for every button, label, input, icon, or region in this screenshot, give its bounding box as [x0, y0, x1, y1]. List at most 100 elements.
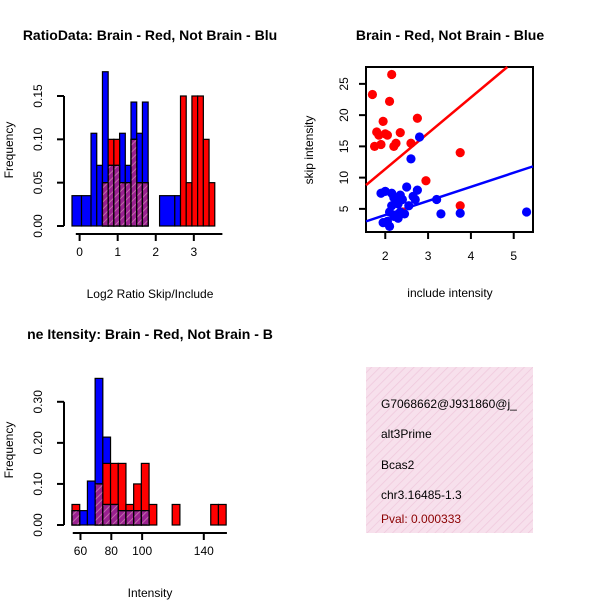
y-tick-label: 20	[337, 108, 351, 122]
point-brain	[412, 113, 422, 123]
bar-brain	[185, 182, 193, 227]
y-tick-label: 0.15	[31, 84, 45, 108]
scatter-ylabel: skip intensity	[302, 116, 316, 185]
point-not-brain	[404, 201, 414, 211]
fit-line-red	[365, 66, 509, 187]
point-brain	[376, 139, 386, 150]
bar-not-brain	[174, 195, 182, 227]
bar-not-brain	[90, 132, 98, 227]
point-not-brain	[455, 208, 465, 218]
scatter-xlabel: include intensity	[407, 286, 492, 300]
point-not-brain	[397, 194, 407, 205]
bar-brain	[217, 503, 227, 526]
bar-overlap-hatch	[136, 182, 144, 227]
bar-overlap-hatch	[125, 510, 135, 526]
point-brain	[382, 130, 393, 140]
bar-brain	[210, 503, 220, 526]
bar-brain	[179, 95, 187, 227]
ratio-ylabel: Frequency	[2, 122, 16, 179]
x-tick-label: 2	[382, 249, 389, 263]
intensity-ylabel: Frequency	[2, 422, 16, 479]
scatter-points	[367, 69, 532, 231]
y-tick-label: 0.20	[31, 431, 45, 455]
info-junction-id: G7068662@J931860@j_	[381, 397, 517, 411]
point-not-brain	[406, 154, 416, 164]
point-not-brain	[402, 182, 412, 192]
intensity-xlabel: Intensity	[128, 586, 173, 600]
bar-brain	[208, 182, 216, 227]
y-tick-label: 0.00	[31, 513, 45, 537]
bar-brain	[191, 95, 199, 227]
intensity-histogram: ne Itensity: Brain - Red, Not Brain - B …	[2, 326, 273, 600]
point-brain	[378, 116, 388, 126]
x-tick-label: 1	[114, 245, 121, 259]
info-panel: G7068662@J931860@j_ alt3Prime Bcas2 chr3…	[366, 367, 533, 533]
bar-overlap-hatch	[107, 164, 115, 227]
bar-brain	[202, 138, 210, 227]
bar-brain	[171, 503, 181, 526]
ratio-bars	[71, 71, 216, 227]
info-background	[366, 367, 533, 533]
bar-overlap-hatch	[109, 503, 119, 526]
point-not-brain	[399, 209, 410, 219]
point-brain	[395, 128, 405, 138]
point-not-brain	[384, 221, 395, 231]
bar-not-brain	[79, 510, 89, 526]
bar-overlap-hatch	[71, 510, 81, 526]
point-brain	[367, 89, 378, 100]
bar-not-brain	[71, 195, 83, 227]
bar-not-brain	[158, 195, 176, 227]
point-not-brain	[410, 194, 420, 205]
ratio-xlabel: Log2 Ratio Skip/Include	[87, 287, 214, 301]
intensity-axes: 0.00 0.10 0.20 0.30 60 80 100 140	[31, 390, 227, 558]
scatter-frame	[365, 66, 534, 233]
x-tick-label: 80	[105, 544, 119, 558]
x-tick-label: 3	[425, 249, 432, 263]
intensity-bars	[71, 377, 227, 526]
x-tick-label: 2	[152, 245, 159, 259]
bar-overlap-hatch	[117, 510, 127, 526]
scatter-axes: 2 3 4 5 5 10 15 20 25	[337, 77, 517, 263]
y-tick-label: 0.05	[31, 171, 45, 195]
intensity-scatter: Brain - Red, Not Brain - Blue 2 3 4 5510152…	[302, 27, 544, 300]
point-not-brain	[432, 194, 442, 205]
intensity-histogram-title: ne Itensity: Brain - Red, Not Brain - B	[27, 326, 273, 342]
point-brain	[455, 201, 465, 211]
y-tick-label: 25	[337, 77, 351, 91]
bar-overlap-hatch	[118, 182, 126, 227]
bar-overlap-hatch	[124, 182, 132, 227]
bar-overlap-hatch	[130, 138, 138, 227]
bar-overlap-hatch	[102, 503, 112, 526]
bar-overlap-hatch	[140, 510, 150, 526]
bar-overlap-hatch	[101, 182, 109, 227]
x-tick-label: 100	[132, 544, 152, 558]
x-tick-label: 4	[468, 249, 475, 263]
point-not-brain	[436, 209, 446, 219]
bar-brain	[197, 95, 204, 227]
ratio-histogram-title: RatioData: Brain - Red, Not Brain - Blu	[23, 27, 277, 43]
point-not-brain	[521, 207, 532, 217]
info-location: chr3.16485-1.3	[381, 488, 462, 502]
ratio-axes: 0.00 0.05 0.10 0.15 0 1 2 3	[31, 84, 223, 259]
x-tick-label: 0	[76, 245, 83, 259]
y-tick-label: 0.30	[31, 390, 45, 414]
bar-overlap-hatch	[141, 182, 149, 227]
info-pval: Pval: 0.000333	[381, 512, 461, 526]
bar-overlap-hatch	[113, 164, 121, 227]
bar-overlap-hatch	[133, 510, 142, 526]
x-tick-label: 60	[74, 544, 88, 558]
y-tick-label: 15	[337, 139, 351, 153]
info-gene: Bcas2	[381, 458, 415, 472]
bar-not-brain	[96, 164, 104, 227]
point-brain	[406, 138, 416, 148]
y-tick-label: 5	[337, 205, 351, 212]
point-brain	[387, 69, 397, 80]
bar-not-brain	[80, 195, 92, 227]
scatter-title: Brain - Red, Not Brain - Blue	[356, 27, 544, 43]
point-brain	[455, 148, 465, 158]
point-brain	[391, 138, 401, 148]
bar-brain	[148, 503, 158, 526]
y-tick-label: 0.10	[31, 472, 45, 496]
point-brain	[421, 176, 431, 186]
